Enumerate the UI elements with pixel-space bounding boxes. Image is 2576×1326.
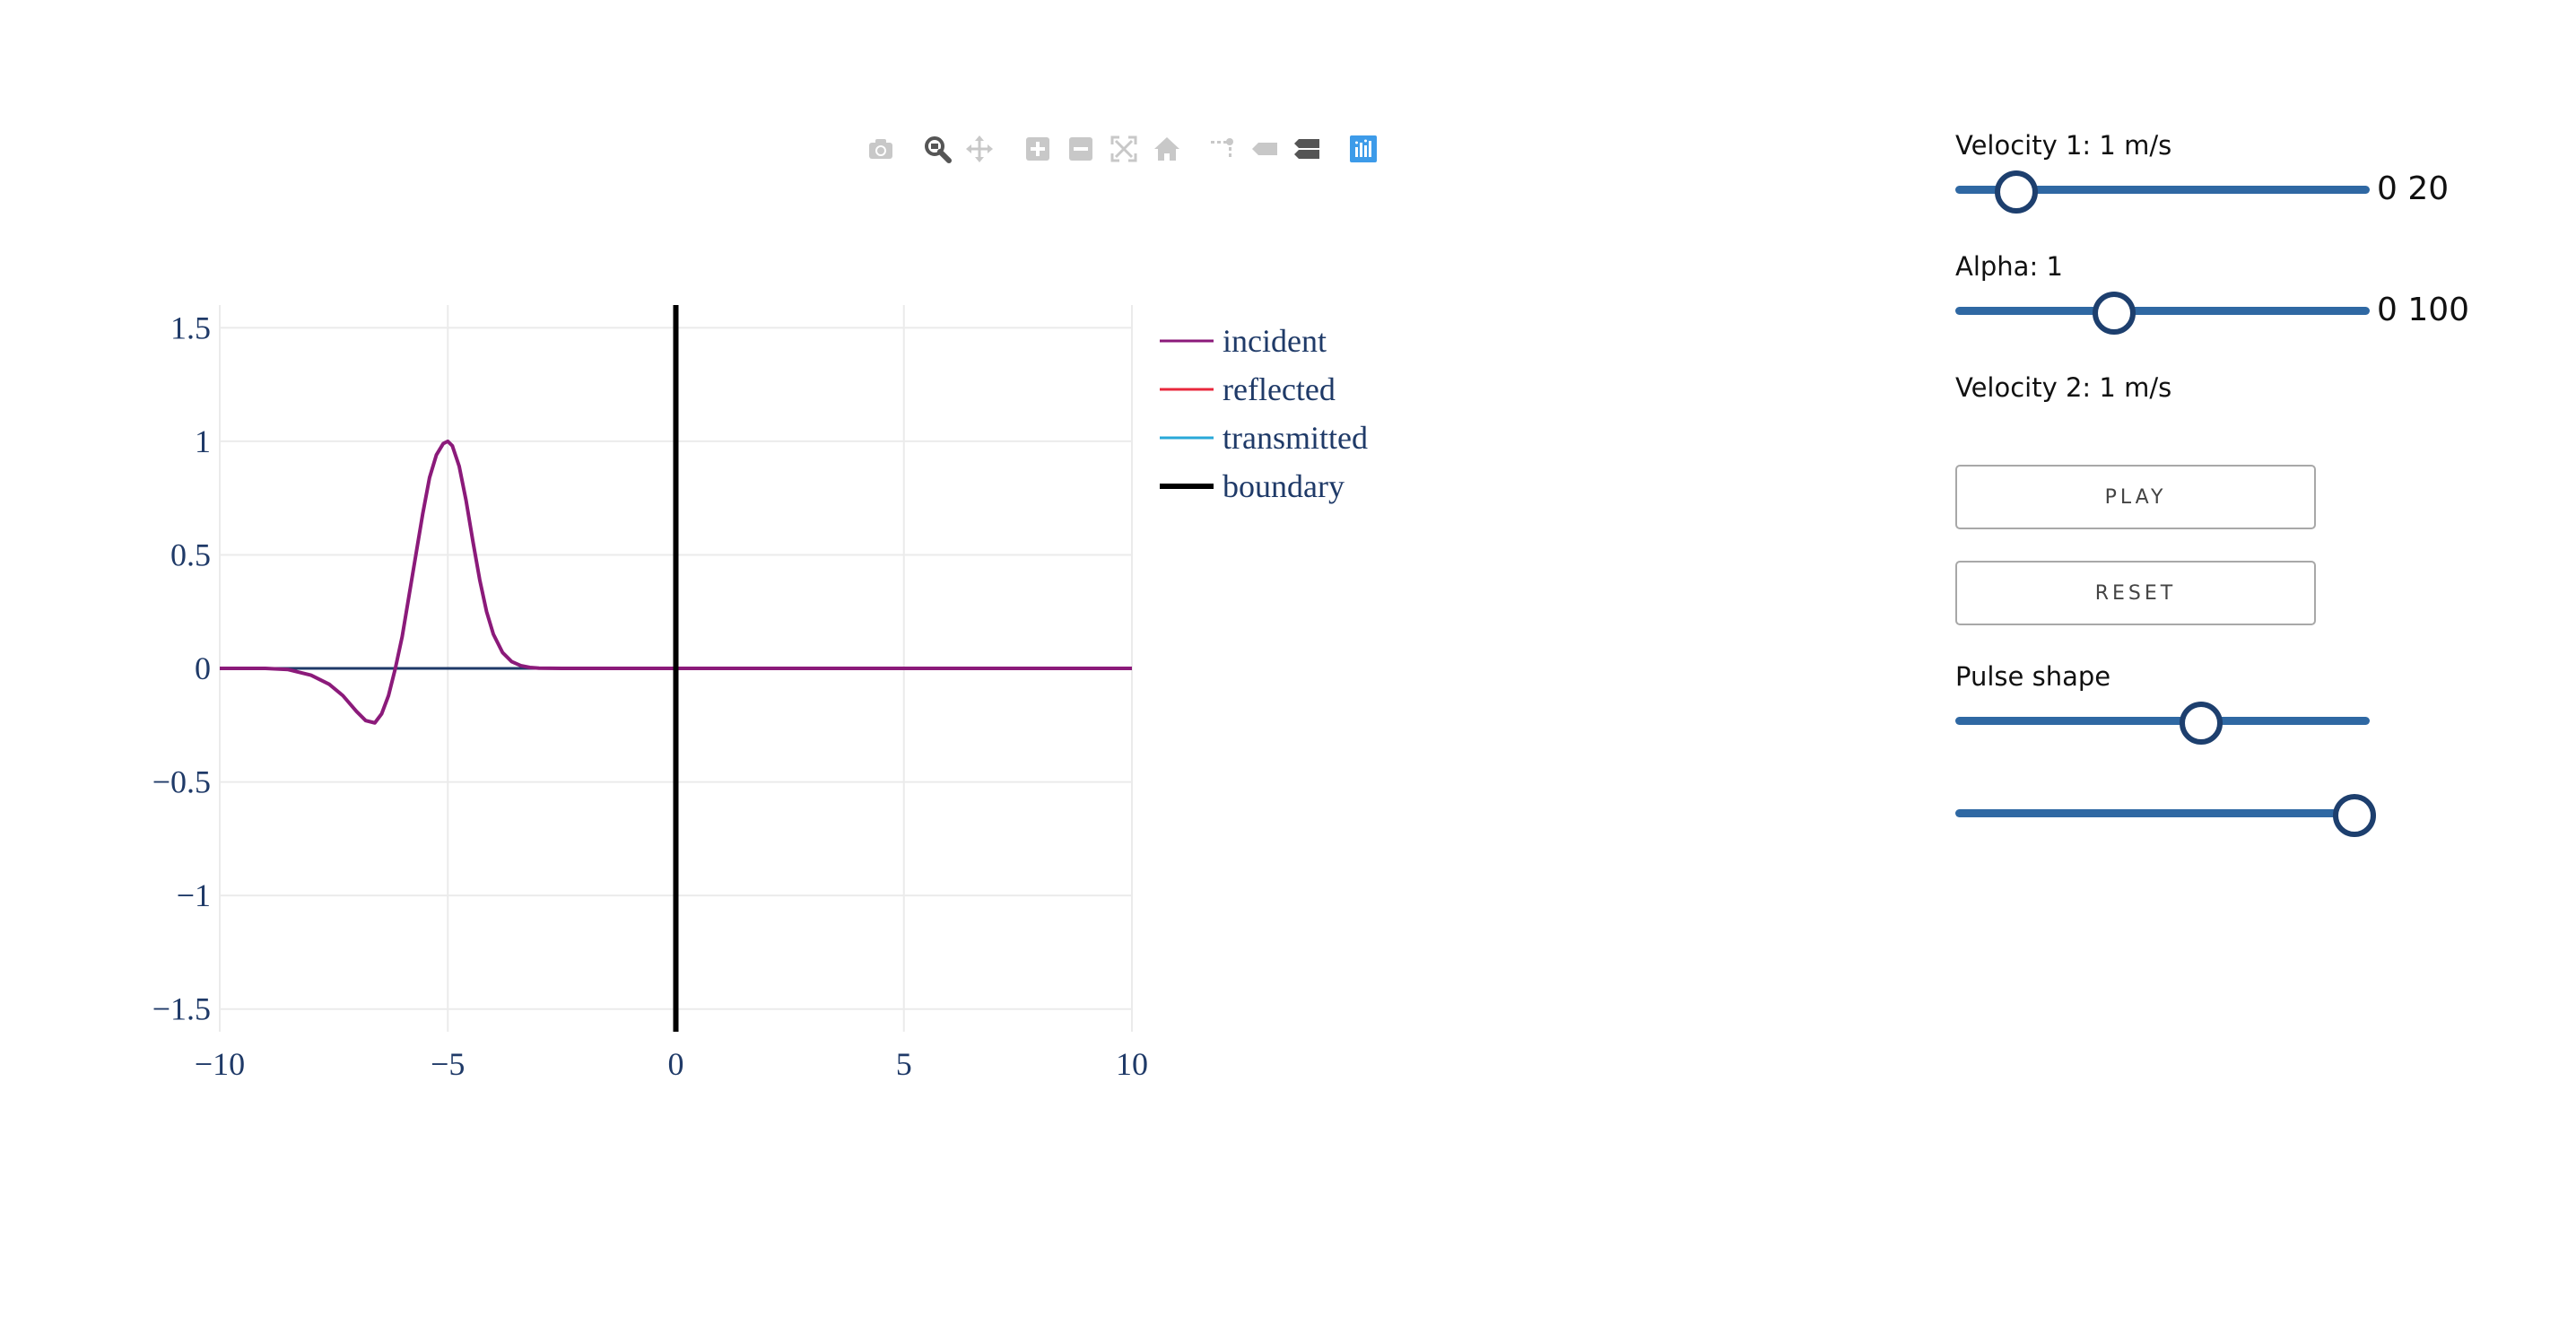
hover-compare-icon[interactable] xyxy=(1289,131,1325,167)
alpha-slider[interactable] xyxy=(1955,292,2377,335)
pulse-shape-slider[interactable] xyxy=(1955,702,2377,745)
slider-handle[interactable] xyxy=(1995,170,2038,214)
axis-ticks: −10 −5 0 5 10 1.5 1 0.5 0 −0.5 −1 −1.5 xyxy=(152,310,1148,1082)
velocity1-slider[interactable] xyxy=(1955,170,2377,214)
legend-item-reflected[interactable]: reflected xyxy=(1160,371,1336,407)
hover-closest-icon[interactable] xyxy=(1247,131,1283,167)
slider-track xyxy=(1955,307,2370,315)
plotly-logo-icon[interactable] xyxy=(1345,131,1381,167)
slider-handle[interactable] xyxy=(2180,702,2223,745)
y-tick-label: −1.5 xyxy=(152,991,211,1027)
legend[interactable]: incident reflected transmitted boundary xyxy=(1160,323,1368,504)
alpha-label: Alpha: 1 xyxy=(1955,251,2063,282)
zoom-icon[interactable] xyxy=(919,131,955,167)
zoom-in-icon[interactable] xyxy=(1020,131,1056,167)
camera-icon[interactable] xyxy=(863,131,899,167)
spike-lines-icon[interactable] xyxy=(1205,131,1240,167)
x-tick-label: −10 xyxy=(195,1046,245,1082)
x-tick-label: −5 xyxy=(431,1046,465,1082)
zoom-out-icon[interactable] xyxy=(1063,131,1099,167)
home-icon[interactable] xyxy=(1149,131,1185,167)
y-tick-label: 0.5 xyxy=(170,537,211,572)
legend-item-transmitted[interactable]: transmitted xyxy=(1160,420,1368,456)
x-tick-label: 0 xyxy=(668,1046,684,1082)
control-panel: Velocity 1: 1 m/s 0 20 Alpha: 1 0 100 Ve… xyxy=(1955,0,2538,987)
slider-track xyxy=(1955,717,2370,725)
pan-icon[interactable] xyxy=(962,131,997,167)
y-tick-label: 0 xyxy=(195,650,211,686)
velocity1-range: 0 20 xyxy=(2377,170,2450,207)
pulse-width-slider[interactable] xyxy=(1955,794,2377,837)
slider-track xyxy=(1955,186,2370,194)
slider-handle[interactable] xyxy=(2333,794,2376,837)
legend-label-transmitted: transmitted xyxy=(1223,420,1368,456)
series-incident-line xyxy=(220,439,1132,725)
legend-label-reflected: reflected xyxy=(1223,371,1336,407)
legend-item-incident[interactable]: incident xyxy=(1160,323,1327,359)
alpha-range: 0 100 xyxy=(2377,292,2470,328)
y-tick-label: 1.5 xyxy=(170,310,211,345)
y-tick-label: −0.5 xyxy=(152,764,211,800)
plot-modebar xyxy=(852,131,1390,170)
slider-handle[interactable] xyxy=(2093,292,2136,335)
autoscale-icon[interactable] xyxy=(1106,131,1142,167)
reset-button[interactable]: RESET xyxy=(1955,561,2316,625)
slider-track xyxy=(1955,809,2370,817)
pulse-shape-label: Pulse shape xyxy=(1955,661,2111,692)
x-tick-label: 5 xyxy=(896,1046,912,1082)
velocity2-label: Velocity 2: 1 m/s xyxy=(1955,372,2172,403)
x-tick-label: 10 xyxy=(1116,1046,1148,1082)
plot-series xyxy=(220,305,1132,1032)
y-tick-label: 1 xyxy=(195,423,211,459)
legend-item-boundary[interactable]: boundary xyxy=(1160,468,1345,504)
velocity1-label: Velocity 1: 1 m/s xyxy=(1955,130,2172,161)
legend-label-boundary: boundary xyxy=(1223,468,1345,504)
y-tick-label: −1 xyxy=(177,877,211,913)
play-button[interactable]: PLAY xyxy=(1955,465,2316,529)
wave-plot: −10 −5 0 5 10 1.5 1 0.5 0 −0.5 −1 −1.5 incident refl… xyxy=(152,305,1368,1082)
legend-label-incident: incident xyxy=(1223,323,1327,359)
